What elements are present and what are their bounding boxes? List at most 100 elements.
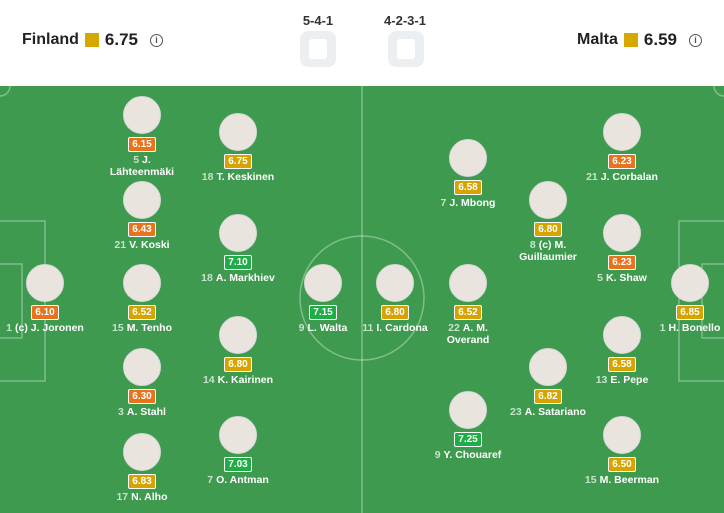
player-photo — [123, 433, 161, 471]
player-number: 18 — [201, 171, 214, 183]
player[interactable]: 6.83 17 N. Alho — [92, 433, 192, 503]
player-rating: 7.25 — [454, 432, 482, 447]
player-label: 9 L. Walta — [284, 322, 362, 334]
player-rating: 7.15 — [309, 305, 337, 320]
player-rating: 6.85 — [676, 305, 704, 320]
player[interactable]: 6.52 15 M. Tenho — [92, 264, 192, 334]
player-label: 5 J. Lähteenmäki — [103, 154, 181, 178]
player[interactable]: 6.80 11 I. Cardona — [345, 264, 445, 334]
player-rating: 6.43 — [128, 222, 156, 237]
shirt-icon[interactable] — [388, 31, 424, 67]
shirt-icon[interactable] — [300, 31, 336, 67]
player-photo — [603, 214, 641, 252]
player-photo — [219, 113, 257, 151]
player-number: 7 — [440, 197, 447, 209]
player-label: 15 M. Tenho — [103, 322, 181, 334]
player-number: 9 — [434, 449, 441, 461]
player[interactable]: 7.25 9 Y. Chouaref — [418, 391, 518, 461]
home-team: Finland 6.75 i — [22, 30, 163, 50]
player-name: (c) J. Joronen — [14, 322, 84, 334]
player[interactable]: 6.52 22 A. M. Overand — [418, 264, 518, 346]
player-number: 5 — [133, 154, 140, 166]
player-rating: 6.75 — [224, 154, 252, 169]
player-label: 17 N. Alho — [103, 491, 181, 503]
player[interactable]: 7.15 9 L. Walta — [273, 264, 373, 334]
player-photo — [529, 348, 567, 386]
player-name: O. Antman — [216, 474, 269, 486]
player[interactable]: 6.80 8 (c) M. Guillaumier — [498, 181, 598, 263]
player-label: 1 (c) J. Joronen — [6, 322, 84, 334]
player[interactable]: 6.82 23 A. Satariano — [498, 348, 598, 418]
player-photo — [603, 316, 641, 354]
player-name: L. Walta — [307, 322, 348, 334]
player-label: 11 I. Cardona — [356, 322, 434, 334]
info-icon[interactable]: i — [149, 33, 163, 47]
player[interactable]: 6.23 21 J. Corbalan — [572, 113, 672, 183]
formation: 5-4-1 — [302, 13, 334, 28]
info-icon[interactable]: i — [689, 33, 702, 47]
player[interactable]: 6.30 3 A. Stahl — [92, 348, 192, 418]
player[interactable]: 7.03 7 O. Antman — [188, 416, 288, 486]
player[interactable]: 6.43 21 V. Koski — [92, 181, 192, 251]
team-name: Finland — [22, 31, 79, 48]
player-rating: 6.15 — [128, 137, 156, 152]
player-number: 5 — [597, 272, 603, 284]
player[interactable]: 6.85 1 H. Bonello — [640, 264, 724, 334]
player-name: J. Corbalan — [600, 171, 658, 183]
player-photo — [671, 264, 709, 302]
player[interactable]: 7.10 18 A. Markhiev — [188, 214, 288, 284]
player-name: J. Mbong — [449, 197, 496, 209]
player-photo — [219, 416, 257, 454]
rating-icon — [84, 33, 99, 47]
player-name: A. M. Overand — [446, 322, 490, 346]
player-label: 7 J. Mbong — [429, 197, 507, 209]
player-name: (c) M. Guillaumier — [519, 239, 577, 263]
player-photo — [123, 348, 161, 386]
player[interactable]: 6.80 14 K. Kairinen — [188, 316, 288, 386]
player-photo — [219, 316, 257, 354]
player[interactable]: 6.10 1 (c) J. Joronen — [0, 264, 95, 334]
player-name: H. Bonello — [668, 322, 721, 334]
player-photo — [449, 391, 487, 429]
player[interactable]: 6.58 13 E. Pepe — [572, 316, 672, 386]
player-number: 1 — [659, 322, 666, 334]
player-number: 13 — [595, 374, 608, 386]
player-photo — [219, 214, 257, 252]
team-rating: 6.59 — [643, 30, 677, 49]
player-name: Y. Chouaref — [443, 449, 502, 461]
player-label: 23 A. Satariano — [509, 406, 587, 418]
player[interactable]: 6.75 18 T. Keskinen — [188, 113, 288, 183]
player-rating: 7.03 — [224, 457, 252, 472]
player-number: 15 — [584, 474, 597, 486]
player-photo — [603, 113, 641, 151]
player-name: K. Kairinen — [217, 374, 274, 386]
player-number: 21 — [114, 239, 127, 251]
player-name: M. Beerman — [599, 474, 660, 486]
player-number: 8 — [529, 239, 536, 251]
player-number: 14 — [202, 374, 215, 386]
player-rating: 6.52 — [128, 305, 156, 320]
player-label: 18 T. Keskinen — [199, 171, 277, 183]
player[interactable]: 6.23 5 K. Shaw — [572, 214, 672, 284]
player-photo — [123, 181, 161, 219]
player-number: 9 — [298, 322, 305, 334]
player-rating: 6.52 — [454, 305, 482, 320]
player-name: T. Keskinen — [216, 171, 275, 183]
player-label: 13 E. Pepe — [583, 374, 661, 386]
player-label: 9 Y. Chouaref — [429, 449, 507, 461]
player[interactable]: 6.15 5 J. Lähteenmäki — [92, 96, 192, 178]
player-rating: 6.80 — [534, 222, 562, 237]
player-rating: 6.50 — [608, 457, 636, 472]
player-label: 15 M. Beerman — [583, 474, 661, 486]
player-label: 3 A. Stahl — [103, 406, 181, 418]
player-photo — [449, 139, 487, 177]
player-rating: 7.10 — [224, 255, 252, 270]
player-name: A. Stahl — [126, 406, 166, 418]
formation: 4-2-3-1 — [384, 13, 426, 28]
player[interactable]: 6.58 7 J. Mbong — [418, 139, 518, 209]
team-name: Malta — [577, 31, 618, 48]
player-rating: 6.10 — [31, 305, 59, 320]
player-name: A. Markhiev — [215, 272, 275, 284]
player[interactable]: 6.50 15 M. Beerman — [572, 416, 672, 486]
